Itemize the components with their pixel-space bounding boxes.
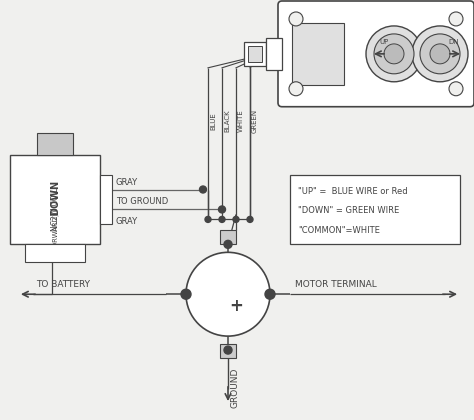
Bar — [220, 344, 236, 358]
Circle shape — [219, 206, 226, 213]
Text: NC2W COIL: NC2W COIL — [51, 188, 60, 231]
Bar — [292, 23, 344, 85]
Circle shape — [219, 216, 225, 223]
Bar — [266, 38, 282, 70]
Circle shape — [449, 82, 463, 96]
Text: GROUND: GROUND — [231, 368, 240, 408]
FancyBboxPatch shape — [278, 1, 474, 107]
Text: MOTOR TERMINAL: MOTOR TERMINAL — [295, 280, 377, 289]
Text: GREEN: GREEN — [252, 109, 258, 133]
Text: GRAY: GRAY — [116, 218, 138, 226]
Bar — [100, 175, 112, 224]
Circle shape — [181, 289, 191, 299]
Circle shape — [412, 26, 468, 82]
Bar — [25, 244, 85, 262]
Bar — [220, 231, 236, 244]
Text: DOWN: DOWN — [50, 179, 60, 215]
Text: +: + — [229, 297, 243, 315]
Bar — [290, 175, 460, 244]
Circle shape — [224, 346, 232, 354]
Text: WHITE: WHITE — [238, 110, 244, 132]
Circle shape — [449, 12, 463, 26]
Circle shape — [430, 44, 450, 64]
Circle shape — [265, 289, 275, 299]
Circle shape — [205, 216, 211, 223]
Bar — [248, 46, 262, 62]
Text: TO BATTERY: TO BATTERY — [36, 280, 90, 289]
Circle shape — [374, 34, 414, 74]
Circle shape — [289, 82, 303, 96]
Bar — [244, 42, 266, 66]
Circle shape — [289, 12, 303, 26]
Circle shape — [384, 44, 404, 64]
Circle shape — [200, 186, 207, 193]
Bar — [10, 155, 100, 244]
Circle shape — [247, 216, 253, 223]
Circle shape — [233, 216, 239, 223]
Text: UP: UP — [379, 39, 389, 45]
Text: GRAY: GRAY — [116, 178, 138, 186]
Text: DN: DN — [449, 39, 459, 45]
Text: "COMMON"=WHITE: "COMMON"=WHITE — [298, 226, 380, 235]
Bar — [37, 133, 73, 155]
Text: "UP" =  BLUE WIRE or Red: "UP" = BLUE WIRE or Red — [298, 186, 408, 195]
Circle shape — [420, 34, 460, 74]
Circle shape — [366, 26, 422, 82]
Text: BLACK: BLACK — [224, 110, 230, 132]
Circle shape — [186, 252, 270, 336]
Text: BLUE: BLUE — [210, 112, 216, 130]
Text: TO GROUND: TO GROUND — [116, 197, 168, 207]
Text: (FORWARD): (FORWARD) — [52, 212, 58, 253]
Circle shape — [224, 240, 232, 248]
Text: "DOWN" = GREEN WIRE: "DOWN" = GREEN WIRE — [298, 207, 399, 215]
